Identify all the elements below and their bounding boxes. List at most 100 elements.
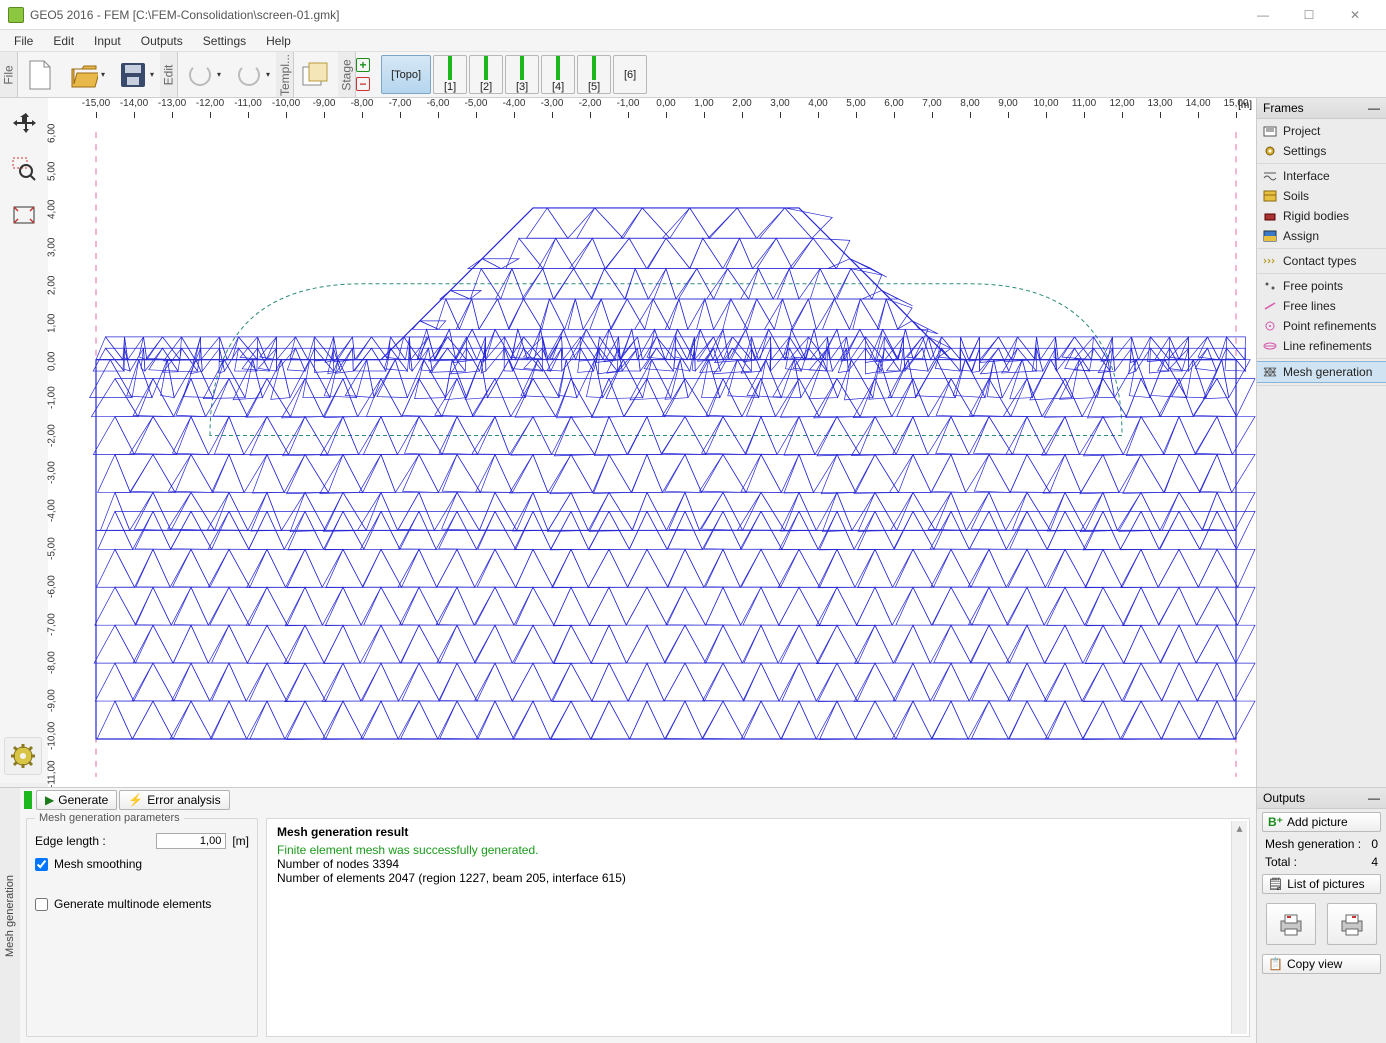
settings-gear-button[interactable] [4, 737, 42, 775]
frame-rigid-bodies[interactable]: Rigid bodies [1257, 206, 1386, 226]
result-title: Mesh generation result [277, 825, 1239, 839]
project-icon [1263, 125, 1277, 137]
menubar: FileEditInputOutputsSettingsHelp [0, 30, 1386, 52]
plot-area [76, 122, 1256, 787]
left-toolstrip [0, 98, 48, 783]
undo-button[interactable]: ▾ [178, 52, 227, 97]
bottom-panel: Mesh generation ▶Generate ⚡Error analysi… [0, 787, 1256, 1043]
open-button[interactable]: ▾ [62, 52, 111, 97]
template-button[interactable] [294, 52, 338, 97]
outputs-panel: Outputs— B⁺Add picture Mesh generation :… [1256, 787, 1386, 1043]
bottom-toolbar: ▶Generate ⚡Error analysis [20, 788, 1256, 812]
params-title: Mesh generation parameters [35, 812, 184, 824]
edge-length-label: Edge length : [35, 834, 150, 848]
frame-line-refinements[interactable]: Line refinements [1257, 336, 1386, 356]
rigid-icon [1263, 210, 1277, 222]
generate-button[interactable]: ▶Generate [36, 790, 117, 810]
contact-icon [1263, 255, 1277, 267]
frame-interface[interactable]: Interface [1257, 166, 1386, 186]
frames-panel: Frames— ProjectSettings InterfaceSoilsRig… [1256, 98, 1386, 787]
frame-free-points[interactable]: Free points [1257, 276, 1386, 296]
mesh-result-box: Mesh generation result Finite element me… [266, 818, 1250, 1037]
soils-icon [1263, 190, 1277, 202]
total-count-row: Total :4 [1257, 853, 1386, 871]
gear-icon [1263, 145, 1277, 157]
add-picture-button[interactable]: B⁺Add picture [1262, 812, 1381, 832]
stage-tab[interactable]: Stage [338, 52, 356, 97]
menu-settings[interactable]: Settings [193, 32, 256, 50]
frame-soils[interactable]: Soils [1257, 186, 1386, 206]
toolbar: File ▾ ▾ Edit ▾ ▾ Templ... Stage + − [To… [0, 52, 1386, 98]
window-title: GEO5 2016 - FEM [C:\FEM-Consolidation\sc… [30, 8, 1240, 22]
zoom-tool[interactable] [7, 152, 41, 186]
stage-5[interactable]: [5] [577, 55, 611, 94]
frame-point-refinements[interactable]: Point refinements [1257, 316, 1386, 336]
templ-tab[interactable]: Templ... [276, 52, 294, 97]
mesh-smoothing-label: Mesh smoothing [54, 857, 142, 871]
stage-topo[interactable]: [Topo] [381, 55, 431, 94]
print-button-2[interactable] [1327, 903, 1377, 945]
frame-contact-types[interactable]: Contact types [1257, 251, 1386, 271]
pan-tool[interactable] [7, 106, 41, 140]
file-tab[interactable]: File [0, 52, 18, 97]
print-button-1[interactable] [1266, 903, 1316, 945]
maximize-button[interactable]: ☐ [1286, 0, 1332, 30]
mesh-params-group: Mesh generation parameters Edge length :… [26, 818, 258, 1037]
menu-help[interactable]: Help [256, 32, 301, 50]
menu-input[interactable]: Input [84, 32, 131, 50]
redo-button[interactable]: ▾ [227, 52, 276, 97]
frames-collapse[interactable]: — [1368, 101, 1380, 115]
stage-1[interactable]: [1] [433, 55, 467, 94]
titlebar: GEO5 2016 - FEM [C:\FEM-Consolidation\sc… [0, 0, 1386, 30]
result-scrollbar[interactable]: ▴ [1231, 821, 1247, 1034]
remove-stage-button[interactable]: − [356, 77, 370, 91]
stage-3[interactable]: [3] [505, 55, 539, 94]
outputs-header: Outputs— [1257, 788, 1386, 809]
assign-icon [1263, 230, 1277, 242]
frame-assign[interactable]: Assign [1257, 226, 1386, 246]
multinode-checkbox[interactable] [35, 898, 48, 911]
edge-unit: [m] [232, 834, 249, 848]
stage-4[interactable]: [4] [541, 55, 575, 94]
frames-header: Frames— [1257, 98, 1386, 119]
bottom-vlabel: Mesh generation [0, 788, 20, 1043]
freelines-icon [1263, 300, 1277, 312]
error-analysis-button[interactable]: ⚡Error analysis [119, 790, 229, 810]
mesh-smoothing-checkbox[interactable] [35, 858, 48, 871]
frame-project[interactable]: Project [1257, 121, 1386, 141]
fit-tool[interactable] [7, 198, 41, 232]
stage-2[interactable]: [2] [469, 55, 503, 94]
outputs-collapse[interactable]: — [1368, 791, 1380, 805]
freepts-icon [1263, 280, 1277, 292]
menu-edit[interactable]: Edit [43, 32, 84, 50]
copy-view-button[interactable]: 📋Copy view [1262, 954, 1381, 974]
result-elements: Number of elements 2047 (region 1227, be… [277, 871, 1239, 885]
close-button[interactable]: ✕ [1332, 0, 1378, 30]
app-icon [8, 7, 24, 23]
add-stage-button[interactable]: + [356, 58, 370, 72]
ptref-icon [1263, 320, 1277, 332]
save-button[interactable]: ▾ [111, 52, 160, 97]
edit-tab[interactable]: Edit [160, 52, 178, 97]
list-pictures-button[interactable]: 🗒List of pictures [1262, 874, 1381, 894]
new-button[interactable] [18, 52, 62, 97]
stage-6[interactable]: [6] [613, 55, 647, 94]
ruler-horizontal: [m]-15,00-14,00-13,00-12,00-11,00-10,00-… [76, 98, 1256, 122]
menu-outputs[interactable]: Outputs [131, 32, 193, 50]
minimize-button[interactable]: — [1240, 0, 1286, 30]
interface-icon [1263, 170, 1277, 182]
multinode-label: Generate multinode elements [54, 897, 211, 911]
menu-file[interactable]: File [4, 32, 43, 50]
meshgen-count-row: Mesh generation :0 [1257, 835, 1386, 853]
stage-add-remove: + − [356, 52, 380, 97]
canvas-area[interactable]: [m]-15,00-14,00-13,00-12,00-11,00-10,00-… [48, 98, 1256, 787]
meshgen-icon [1263, 366, 1277, 378]
frame-free-lines[interactable]: Free lines [1257, 296, 1386, 316]
lineref-icon [1263, 340, 1277, 352]
frame-mesh-generation[interactable]: Mesh generation [1257, 361, 1386, 383]
frame-settings[interactable]: Settings [1257, 141, 1386, 161]
result-success: Finite element mesh was successfully gen… [277, 843, 1239, 857]
ruler-vertical: -11,00-10,00-9,00-8,00-7,00-6,00-5,00-4,… [48, 122, 76, 787]
edge-length-input[interactable] [156, 833, 226, 849]
result-nodes: Number of nodes 3394 [277, 857, 1239, 871]
